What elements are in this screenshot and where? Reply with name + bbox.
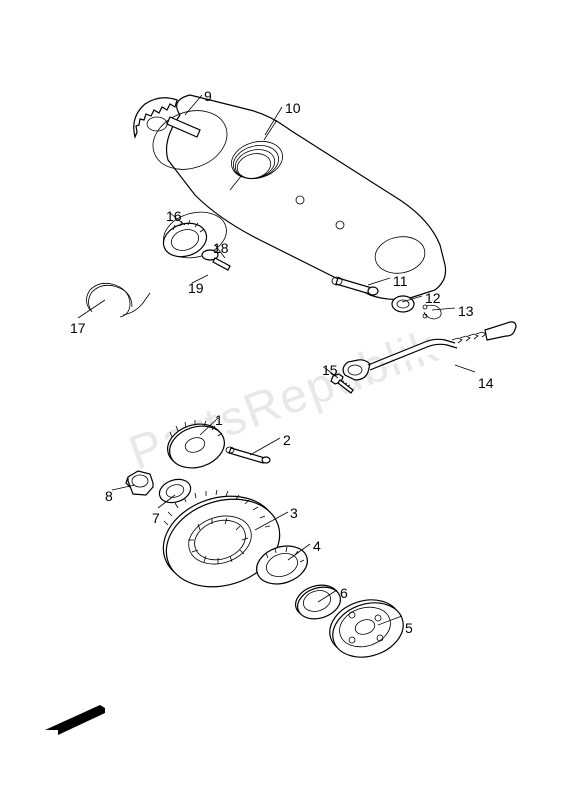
callout-4: 4 [313, 538, 321, 554]
leader-lines [0, 0, 567, 800]
callout-3: 3 [290, 505, 298, 521]
callout-1: 1 [215, 412, 223, 428]
callout-5: 5 [405, 620, 413, 636]
callout-17: 17 [70, 320, 86, 336]
callout-2: 2 [283, 432, 291, 448]
callout-15: 15 [322, 362, 338, 378]
callout-16: 16 [166, 208, 182, 224]
callout-11: 11 [393, 273, 408, 289]
callout-18: 18 [213, 240, 229, 256]
callout-8: 8 [105, 488, 113, 504]
callout-6: 6 [340, 585, 348, 601]
parts-diagram: PartsRepublik [0, 0, 567, 800]
callout-10: 10 [285, 100, 301, 116]
callout-12: 12 [425, 290, 441, 306]
direction-arrow [40, 700, 110, 740]
callout-7: 7 [152, 510, 160, 526]
callout-14: 14 [478, 375, 494, 391]
callout-9: 9 [204, 88, 212, 104]
callout-19: 19 [188, 280, 204, 296]
callout-13: 13 [458, 303, 474, 319]
